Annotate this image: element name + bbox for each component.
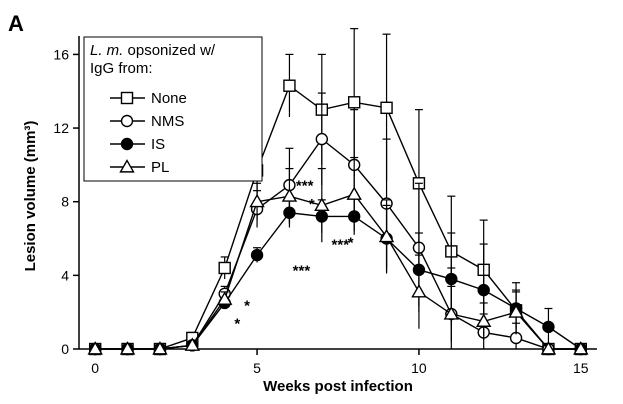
point-pl-1 xyxy=(119,341,136,355)
legend-marker-nms xyxy=(120,114,134,128)
annotation-layer: ************* xyxy=(234,178,353,333)
point-pl-11 xyxy=(443,306,460,320)
significance-label-1: * xyxy=(309,196,315,213)
point-pl-12 xyxy=(475,313,492,327)
point-pl-4 xyxy=(216,291,233,305)
significance-label-2: *** xyxy=(332,237,350,254)
y-tick-label-0: 0 xyxy=(61,341,69,357)
panel-label: A xyxy=(8,11,24,36)
point-is-14 xyxy=(542,320,555,334)
point-is-11 xyxy=(445,272,458,286)
significance-label-4: *** xyxy=(293,262,311,279)
point-pl-15 xyxy=(573,341,589,355)
y-tick-label-8: 8 xyxy=(61,194,69,210)
point-is-12 xyxy=(477,283,490,297)
legend-title-line2: IgG from: xyxy=(90,60,153,77)
legend-title-italic: L. m. xyxy=(90,42,123,59)
legend-label-pl: PL xyxy=(151,159,169,176)
series-line-is xyxy=(95,212,582,350)
point-pl-14 xyxy=(540,341,557,355)
y-tick-label-4: 4 xyxy=(61,267,69,283)
point-pl-6 xyxy=(281,188,298,202)
point-none-4 xyxy=(218,261,231,275)
y-tick-label-12: 12 xyxy=(53,120,69,136)
y-tick-label-16: 16 xyxy=(53,46,69,62)
x-tick-label-10: 10 xyxy=(411,360,427,376)
legend-marker-pl xyxy=(119,159,135,173)
significance-label-6: * xyxy=(234,316,240,333)
significance-label-3: * xyxy=(348,235,354,252)
legend-title-rest: opsonized w/ xyxy=(123,42,216,59)
legend-label-is: IS xyxy=(151,136,165,153)
y-axis-title: Lesion volume (mm³) xyxy=(22,121,39,272)
series-pl xyxy=(87,156,589,355)
legend-title-line1: L. m. opsonized w/ xyxy=(90,42,216,59)
point-pl-9 xyxy=(378,228,395,243)
x-axis-title: Weeks post infection xyxy=(263,378,413,395)
point-pl-13 xyxy=(508,304,524,318)
legend-box xyxy=(83,36,263,182)
point-pl-0 xyxy=(87,341,103,355)
ticks: 0 5 10 15 0 4 8 12 16 xyxy=(53,46,588,376)
series-is xyxy=(88,197,588,356)
series-layer xyxy=(87,28,589,356)
point-none-6 xyxy=(283,79,296,92)
significance-label-5: * xyxy=(244,297,250,314)
legend-item-none: None xyxy=(110,90,187,107)
point-pl-2 xyxy=(152,341,168,355)
series-line-pl xyxy=(95,193,581,350)
point-is-5 xyxy=(250,248,264,262)
x-tick-label-5: 5 xyxy=(253,360,261,376)
point-pl-5 xyxy=(249,193,265,208)
point-nms-7 xyxy=(315,132,329,146)
point-none-8 xyxy=(347,96,361,109)
x-tick-label-15: 15 xyxy=(573,360,589,376)
legend-marker-none xyxy=(120,91,134,105)
x-tick-label-0: 0 xyxy=(91,360,99,376)
legend-items: None NMS IS PL xyxy=(110,90,187,176)
legend-item-nms: NMS xyxy=(110,113,184,130)
legend: L. m. opsonized w/ IgG from: None NMS IS PL xyxy=(83,36,263,182)
point-pl-3 xyxy=(184,337,201,351)
legend-item-pl: PL xyxy=(110,159,169,176)
legend-marker-is xyxy=(120,137,134,151)
point-none-9 xyxy=(380,101,393,115)
point-pl-7 xyxy=(314,197,330,211)
series-line-none xyxy=(95,84,581,350)
legend-label-nms: NMS xyxy=(151,113,184,130)
legend-item-is: IS xyxy=(110,136,165,153)
point-pl-10 xyxy=(411,284,427,298)
legend-label-none: None xyxy=(151,90,187,107)
point-pl-8 xyxy=(346,186,362,200)
significance-label-0: *** xyxy=(296,178,314,195)
